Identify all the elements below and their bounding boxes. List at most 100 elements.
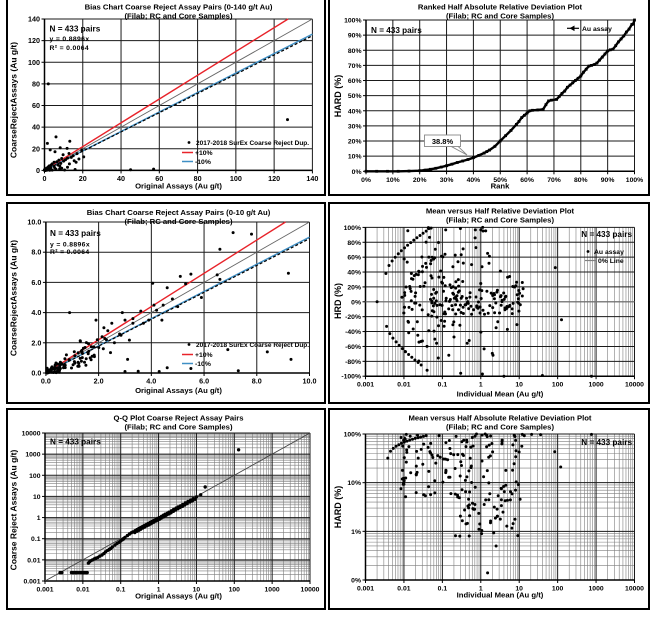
svg-text:60%: 60% (347, 255, 361, 262)
svg-text:Individual Mean (Au g/t): Individual Mean (Au g/t) (457, 390, 544, 399)
svg-text:0.1: 0.1 (438, 586, 448, 593)
svg-text:70%: 70% (547, 177, 561, 184)
svg-text:4.0: 4.0 (146, 377, 156, 386)
svg-text:Individual Mean (Au g/t): Individual Mean (Au g/t) (457, 591, 544, 600)
svg-text:1000: 1000 (589, 586, 604, 593)
svg-text:100: 100 (229, 587, 241, 594)
svg-text:50%: 50% (348, 93, 362, 100)
svg-text:40: 40 (117, 174, 125, 183)
svg-text:-60%: -60% (345, 344, 361, 351)
svg-text:0% Line: 0% Line (598, 258, 624, 265)
svg-text:0.1: 0.1 (438, 382, 448, 389)
svg-text:Original Assays (Au g/t): Original Assays (Au g/t) (135, 386, 222, 395)
svg-text:80%: 80% (347, 240, 361, 247)
svg-text:60%: 60% (520, 177, 534, 184)
svg-text:(Filab; RC and Core Samples): (Filab; RC and Core Samples) (124, 12, 233, 21)
svg-text:Bias Chart Coarse Reject Assay: Bias Chart Coarse Reject Assay Pairs (0-… (85, 3, 273, 12)
svg-text:120: 120 (28, 36, 40, 45)
svg-text:0.01: 0.01 (397, 586, 410, 593)
svg-text:N = 433 pairs: N = 433 pairs (581, 438, 632, 447)
svg-text:10000: 10000 (625, 382, 644, 389)
svg-text:10000: 10000 (301, 587, 320, 594)
svg-text:100: 100 (552, 586, 564, 593)
svg-text:8.0: 8.0 (252, 377, 262, 386)
svg-text:20%: 20% (413, 177, 427, 184)
svg-text:100: 100 (29, 473, 41, 480)
svg-text:50%: 50% (493, 177, 507, 184)
svg-text:30%: 30% (348, 123, 362, 130)
svg-text:R² = 0.0064: R² = 0.0064 (50, 45, 90, 52)
svg-text:0: 0 (36, 166, 40, 175)
svg-text:100: 100 (28, 58, 40, 67)
svg-text:HRD (%): HRD (%) (333, 283, 343, 319)
svg-text:Coarse Reject Assays (Au g/t): Coarse Reject Assays (Au g/t) (9, 450, 19, 571)
svg-text:10: 10 (193, 587, 201, 594)
svg-text:HARD (%): HARD (%) (333, 75, 343, 118)
svg-text:140: 140 (28, 15, 40, 24)
svg-text:-20%: -20% (345, 314, 361, 321)
svg-text:1%: 1% (351, 529, 361, 536)
svg-text:10: 10 (515, 586, 523, 593)
svg-text:0: 0 (43, 174, 47, 183)
svg-text:-10%: -10% (195, 361, 211, 368)
svg-text:0.01: 0.01 (397, 382, 410, 389)
svg-text:120: 120 (268, 174, 280, 183)
svg-text:+10%: +10% (195, 352, 213, 359)
svg-text:0.1: 0.1 (116, 587, 126, 594)
svg-text:Mean versus Half Absolute Rela: Mean versus Half Absolute Relative Devia… (409, 414, 592, 423)
svg-text:N = 433 pairs: N = 433 pairs (371, 26, 422, 35)
svg-text:Original Assays (Au g/t): Original Assays (Au g/t) (135, 182, 222, 191)
svg-text:60: 60 (155, 174, 163, 183)
svg-text:100: 100 (552, 382, 564, 389)
svg-text:(Filab; RC and Core Samples): (Filab; RC and Core Samples) (446, 12, 555, 21)
svg-text:0.001: 0.001 (357, 382, 374, 389)
svg-text:N = 433 pairs: N = 433 pairs (50, 25, 101, 34)
svg-text:80%: 80% (348, 48, 362, 55)
svg-text:2017-2018 SurEx Coarse Reject: 2017-2018 SurEx Coarse Reject Dup. (196, 342, 309, 349)
svg-text:6.0: 6.0 (199, 377, 209, 386)
svg-text:8.0: 8.0 (31, 248, 41, 257)
svg-text:+10%: +10% (195, 150, 213, 157)
svg-text:1: 1 (479, 382, 483, 389)
svg-text:80: 80 (194, 174, 202, 183)
svg-text:0.0: 0.0 (31, 369, 41, 378)
svg-text:20: 20 (32, 144, 40, 153)
svg-text:N = 433 pairs: N = 433 pairs (50, 438, 101, 447)
svg-text:Ranked Half Absolute Relative: Ranked Half Absolute Relative Deviation … (418, 3, 583, 12)
svg-text:6.0: 6.0 (31, 278, 41, 287)
svg-text:20%: 20% (348, 139, 362, 146)
svg-text:10.0: 10.0 (303, 377, 317, 386)
svg-text:-10%: -10% (195, 159, 211, 166)
svg-text:0.001: 0.001 (357, 586, 374, 593)
svg-text:10%: 10% (386, 177, 400, 184)
svg-text:30%: 30% (440, 177, 454, 184)
svg-text:-40%: -40% (345, 329, 361, 336)
svg-text:0.001: 0.001 (23, 579, 40, 586)
svg-text:60: 60 (32, 101, 40, 110)
svg-text:100%: 100% (626, 177, 643, 184)
svg-text:1: 1 (37, 515, 41, 522)
svg-text:(Filab; RC and Core Samples): (Filab; RC and Core Samples) (124, 217, 233, 226)
svg-text:4.0: 4.0 (31, 308, 41, 317)
svg-text:80: 80 (32, 79, 40, 88)
svg-text:1000: 1000 (265, 587, 280, 594)
svg-text:CoarseRejectAssays (Au g/t): CoarseRejectAssays (Au g/t) (9, 240, 19, 356)
svg-text:N = 433 pairs: N = 433 pairs (581, 230, 632, 239)
svg-text:60%: 60% (348, 78, 362, 85)
svg-text:(Filab; RC and Core Samples): (Filab; RC and Core Samples) (446, 216, 555, 225)
svg-text:10.0: 10.0 (27, 218, 41, 227)
svg-text:CoarseRejectAssays (Au g/t): CoarseRejectAssays (Au g/t) (9, 42, 19, 158)
svg-text:0%: 0% (361, 177, 371, 184)
svg-text:1: 1 (157, 587, 161, 594)
svg-text:0%: 0% (351, 578, 361, 585)
svg-text:20%: 20% (347, 284, 361, 291)
svg-text:0%: 0% (351, 299, 361, 306)
svg-text:N = 433 pairs: N = 433 pairs (50, 229, 101, 238)
svg-text:100%: 100% (344, 18, 361, 25)
svg-text:0.0: 0.0 (41, 377, 51, 386)
svg-text:Q-Q Plot Coarse Reject Assay P: Q-Q Plot Coarse Reject Assay Pairs (113, 414, 243, 423)
svg-text:20: 20 (79, 174, 87, 183)
svg-text:Bias Chart Coarse Reject Assay: Bias Chart Coarse Reject Assay Pairs (0-… (87, 208, 271, 217)
svg-text:40%: 40% (347, 270, 361, 277)
svg-text:10: 10 (33, 494, 41, 501)
